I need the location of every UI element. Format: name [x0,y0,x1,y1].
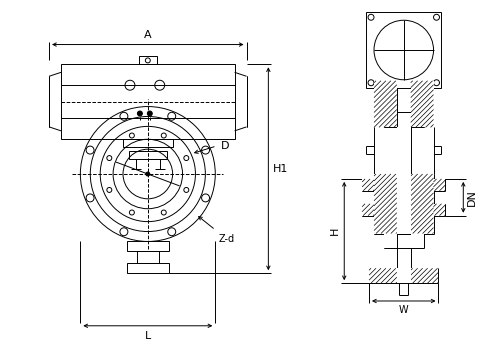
Bar [374,81,397,127]
Bar [384,112,397,127]
Bar [61,64,234,139]
Bar [410,268,438,283]
Text: W: W [399,305,408,315]
Bar [410,209,434,233]
Bar [139,57,156,64]
Bar [362,179,374,191]
Bar [374,174,397,209]
Bar [397,127,410,174]
Bar [410,233,424,248]
Bar [366,12,442,88]
Circle shape [148,111,152,116]
Bar [397,209,410,233]
Bar [397,174,410,209]
Text: D: D [220,141,229,151]
Bar [410,81,434,127]
Text: L: L [144,331,151,341]
Bar [434,179,446,191]
Text: H: H [330,227,340,235]
Text: DN: DN [468,189,477,206]
Circle shape [138,111,142,116]
Text: H1: H1 [274,164,288,174]
Bar [369,268,397,283]
Text: Z-d: Z-d [218,234,234,244]
Bar [127,242,168,251]
Bar [362,204,374,216]
Bar [129,151,166,159]
Bar [410,112,424,127]
Bar [137,251,158,263]
Text: A: A [144,30,152,39]
Bar [374,209,397,233]
Bar [123,139,172,147]
Bar [397,268,410,283]
Bar [434,204,446,216]
Bar [127,263,168,273]
Bar [384,233,397,248]
Bar [410,174,434,209]
Circle shape [146,172,150,176]
